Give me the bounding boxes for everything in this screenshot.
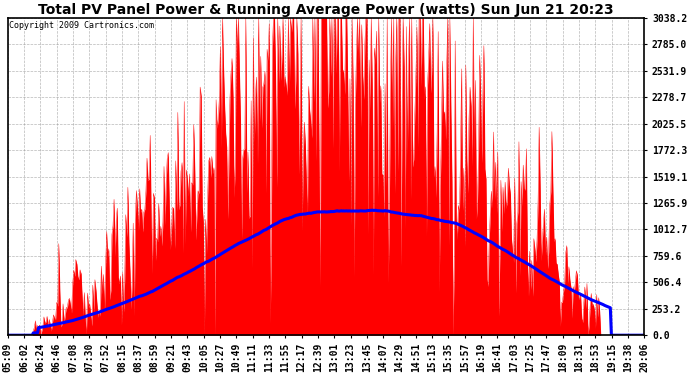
Text: Copyright 2009 Cartronics.com: Copyright 2009 Cartronics.com bbox=[9, 21, 154, 30]
Title: Total PV Panel Power & Running Average Power (watts) Sun Jun 21 20:23: Total PV Panel Power & Running Average P… bbox=[38, 3, 614, 17]
